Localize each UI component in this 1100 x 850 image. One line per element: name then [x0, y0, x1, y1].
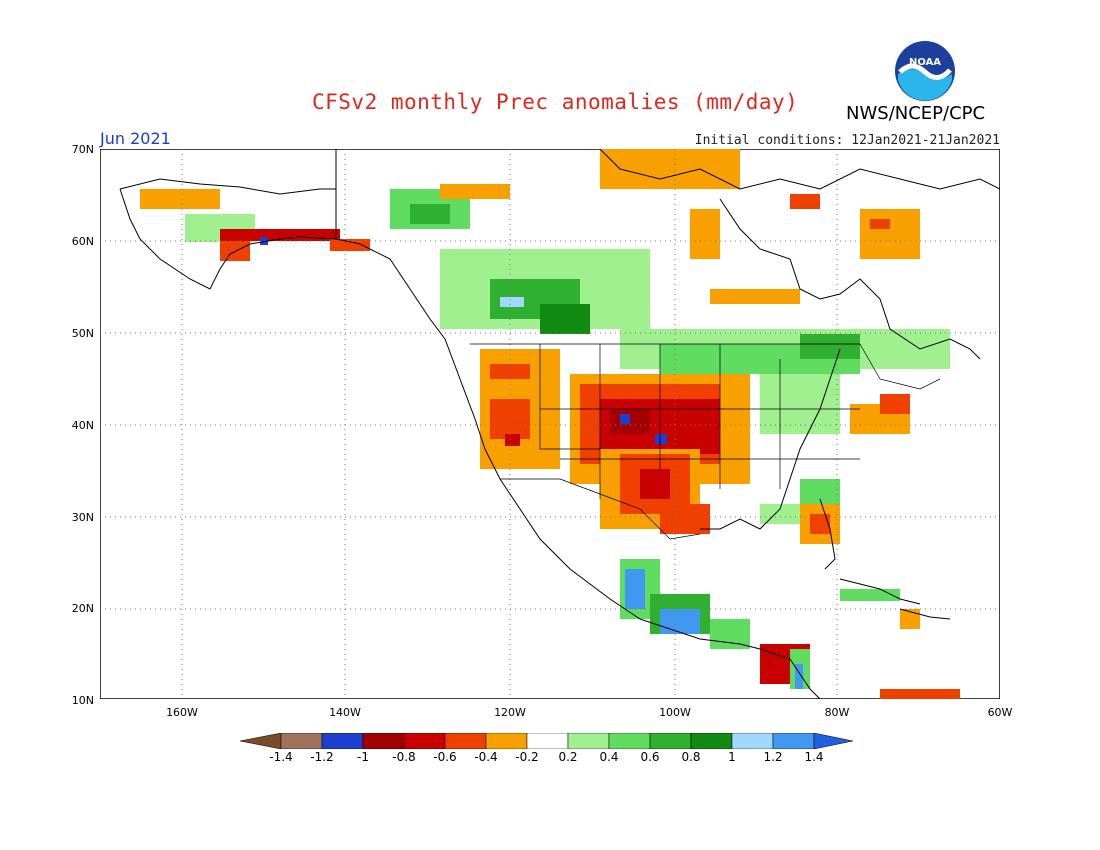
legend-swatch [690, 732, 733, 750]
noaa-logo: NOAA [894, 40, 956, 106]
lon-label: 100W [659, 706, 691, 719]
agency-label: NWS/NCEP/CPC [846, 103, 986, 124]
lat-label: 10N [71, 694, 94, 707]
legend-swatch [567, 732, 610, 750]
anomaly-map [99, 148, 1001, 700]
legend-swatch [321, 732, 364, 750]
legend-tick-label: -0.2 [515, 750, 539, 764]
svg-text:NOAA: NOAA [909, 57, 941, 68]
legend-swatch [403, 732, 446, 750]
color-legend [239, 732, 860, 753]
lon-label: 120W [494, 706, 526, 719]
gridlines [100, 149, 1000, 699]
lat-label: 30N [71, 511, 94, 524]
legend-tick-label: -1 [357, 750, 369, 764]
legend-tick-label: -0.4 [474, 750, 498, 764]
legend-swatch [280, 732, 323, 750]
legend-swatch [444, 732, 487, 750]
lon-label: 60W [987, 706, 1013, 719]
lat-label: 50N [71, 327, 94, 340]
lat-label: 70N [71, 143, 94, 156]
legend-tick-label: 1.4 [804, 750, 824, 764]
legend-tick-label: 0.6 [640, 750, 660, 764]
lat-label: 60N [71, 235, 94, 248]
initial-conditions: Initial conditions: 12Jan2021-21Jan2021 [694, 133, 1000, 148]
legend-tick-label: 1.2 [763, 750, 783, 764]
lon-label: 160W [166, 706, 198, 719]
legend-tick-label: 0.2 [558, 750, 578, 764]
legend-swatch [608, 732, 651, 750]
lat-label: 40N [71, 419, 94, 432]
legend-swatch [813, 732, 854, 750]
legend-tick-label: -1.4 [269, 750, 293, 764]
map-title: CFSv2 monthly Prec anomalies (mm/day) [312, 90, 799, 114]
legend-swatch [772, 732, 815, 750]
legend-swatch [485, 732, 528, 750]
coastlines [119, 148, 1001, 700]
legend-tick-label: -1.2 [310, 750, 334, 764]
legend-tick-label: -0.6 [433, 750, 457, 764]
lat-label: 20N [71, 602, 94, 615]
forecast-month: Jun 2021 [100, 129, 171, 148]
legend-swatch [526, 732, 569, 750]
legend-tick-label: -0.8 [392, 750, 416, 764]
legend-tick-label: 0.8 [681, 750, 701, 764]
lon-label: 80W [824, 706, 850, 719]
legend-tick-label: 0.4 [599, 750, 619, 764]
legend-swatch [239, 732, 282, 750]
borders [470, 343, 941, 540]
legend-swatch [649, 732, 692, 750]
legend-swatch [731, 732, 774, 750]
legend-tick-label: 1 [728, 750, 736, 764]
lon-label: 140W [329, 706, 361, 719]
legend-swatch [362, 732, 405, 750]
